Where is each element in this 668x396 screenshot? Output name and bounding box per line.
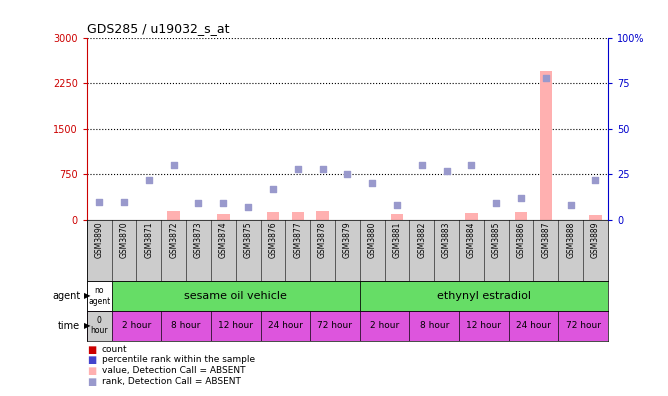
FancyBboxPatch shape: [87, 311, 112, 341]
Text: value, Detection Call = ABSENT: value, Detection Call = ABSENT: [102, 366, 245, 375]
Bar: [465, 213, 478, 220]
FancyBboxPatch shape: [161, 311, 211, 341]
Text: GSM3880: GSM3880: [367, 222, 377, 258]
Text: 2 hour: 2 hour: [370, 321, 399, 330]
Text: ethynyl estradiol: ethynyl estradiol: [437, 291, 531, 301]
FancyBboxPatch shape: [360, 311, 409, 341]
Text: ■: ■: [87, 345, 96, 354]
Point: [540, 74, 551, 81]
Text: 72 hour: 72 hour: [566, 321, 601, 330]
Point: [168, 162, 179, 168]
Text: GSM3882: GSM3882: [418, 222, 426, 258]
Text: ■: ■: [87, 355, 96, 365]
Text: 12 hour: 12 hour: [466, 321, 501, 330]
Point: [565, 202, 576, 208]
Text: GSM3874: GSM3874: [219, 222, 228, 258]
FancyBboxPatch shape: [310, 311, 360, 341]
Text: GSM3890: GSM3890: [95, 222, 104, 258]
Text: GDS285 / u19032_s_at: GDS285 / u19032_s_at: [87, 22, 229, 35]
Text: 2 hour: 2 hour: [122, 321, 151, 330]
Point: [193, 200, 204, 207]
Point: [119, 198, 130, 205]
Text: GSM3889: GSM3889: [591, 222, 600, 258]
Bar: [391, 214, 403, 220]
Text: GSM3884: GSM3884: [467, 222, 476, 258]
FancyBboxPatch shape: [112, 281, 360, 311]
Text: sesame oil vehicle: sesame oil vehicle: [184, 291, 287, 301]
Text: GSM3871: GSM3871: [144, 222, 154, 258]
Point: [367, 180, 377, 187]
Text: no
agent: no agent: [88, 286, 110, 306]
Text: 0
hour: 0 hour: [90, 316, 108, 335]
Text: GSM3878: GSM3878: [318, 222, 327, 258]
Text: ▶: ▶: [84, 321, 90, 330]
Bar: [540, 71, 552, 220]
Text: count: count: [102, 345, 127, 354]
Point: [144, 177, 154, 183]
Point: [416, 162, 427, 168]
Bar: [589, 215, 602, 220]
Text: GSM3873: GSM3873: [194, 222, 203, 258]
FancyBboxPatch shape: [558, 311, 608, 341]
Text: GSM3888: GSM3888: [566, 222, 575, 258]
Text: GSM3872: GSM3872: [169, 222, 178, 258]
Point: [516, 195, 526, 201]
Text: 8 hour: 8 hour: [420, 321, 449, 330]
Text: ■: ■: [87, 377, 96, 386]
Point: [317, 166, 328, 172]
Text: 24 hour: 24 hour: [516, 321, 551, 330]
Bar: [317, 211, 329, 220]
Text: GSM3886: GSM3886: [516, 222, 526, 258]
Bar: [217, 214, 230, 220]
Text: GSM3875: GSM3875: [244, 222, 253, 258]
Text: 12 hour: 12 hour: [218, 321, 253, 330]
Bar: [515, 213, 527, 220]
Point: [293, 166, 303, 172]
Point: [442, 168, 452, 174]
Text: GSM3879: GSM3879: [343, 222, 352, 258]
Point: [391, 202, 402, 208]
Text: 24 hour: 24 hour: [268, 321, 303, 330]
Text: GSM3870: GSM3870: [120, 222, 128, 258]
Point: [268, 186, 279, 192]
Text: 8 hour: 8 hour: [172, 321, 201, 330]
Point: [590, 177, 601, 183]
Text: ■: ■: [87, 366, 96, 376]
FancyBboxPatch shape: [112, 311, 161, 341]
Text: agent: agent: [52, 291, 80, 301]
Text: GSM3881: GSM3881: [393, 222, 401, 258]
Bar: [168, 211, 180, 220]
Text: GSM3876: GSM3876: [269, 222, 277, 258]
Point: [466, 162, 477, 168]
Text: GSM3885: GSM3885: [492, 222, 501, 258]
FancyBboxPatch shape: [87, 281, 112, 311]
FancyBboxPatch shape: [261, 311, 310, 341]
Text: ▶: ▶: [84, 291, 90, 301]
FancyBboxPatch shape: [508, 311, 558, 341]
Text: percentile rank within the sample: percentile rank within the sample: [102, 355, 255, 364]
FancyBboxPatch shape: [211, 311, 261, 341]
Point: [242, 204, 253, 210]
Point: [94, 198, 105, 205]
Text: GSM3877: GSM3877: [293, 222, 302, 258]
FancyBboxPatch shape: [459, 311, 508, 341]
Text: rank, Detection Call = ABSENT: rank, Detection Call = ABSENT: [102, 377, 240, 386]
Text: 72 hour: 72 hour: [317, 321, 353, 330]
Point: [342, 171, 353, 177]
FancyBboxPatch shape: [360, 281, 608, 311]
Bar: [291, 212, 304, 220]
Point: [218, 200, 228, 207]
Text: time: time: [58, 321, 80, 331]
Text: GSM3887: GSM3887: [541, 222, 550, 258]
Bar: [267, 213, 279, 220]
Text: GSM3883: GSM3883: [442, 222, 451, 258]
Point: [491, 200, 502, 207]
FancyBboxPatch shape: [409, 311, 459, 341]
